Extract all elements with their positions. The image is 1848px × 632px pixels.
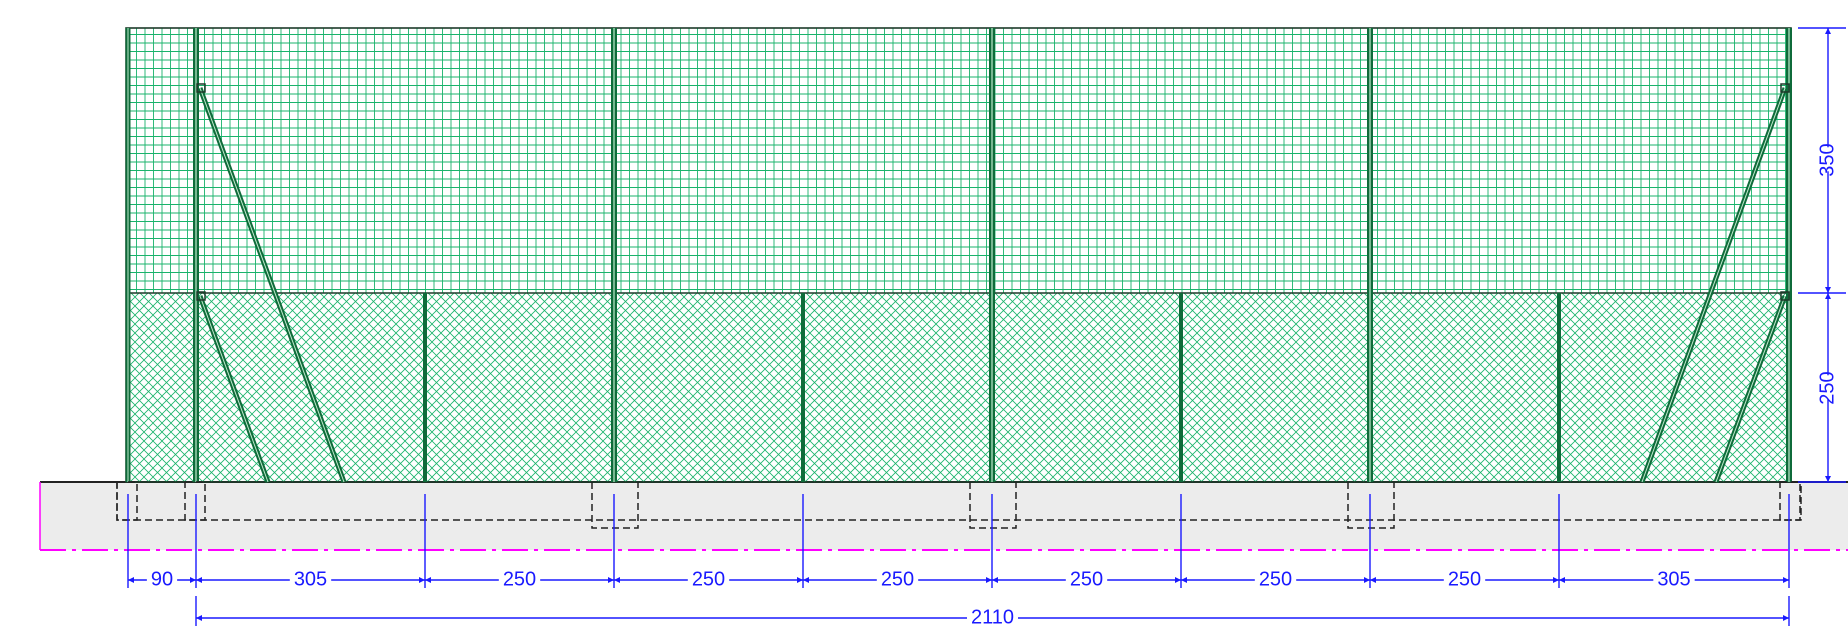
- dimension-label-total-bg: [966, 605, 1019, 630]
- brace-bracket: [196, 291, 206, 301]
- dimension-label: 250: [1448, 568, 1481, 590]
- brace-bracket: [1780, 291, 1790, 301]
- dimension-label: 90: [151, 568, 173, 590]
- dimension-label-vertical-bg: [1807, 375, 1848, 400]
- dimension-label-bg: [1443, 567, 1486, 592]
- ground-fill: [40, 482, 1848, 550]
- dimension-label-bg: [146, 567, 178, 592]
- dimension-label-total: 2110: [971, 606, 1014, 628]
- dimension-label: 250: [503, 568, 536, 590]
- lower-diamond-mesh: [126, 293, 1791, 482]
- footing-socket: [591, 482, 639, 529]
- footing-socket: [1347, 482, 1395, 529]
- dimension-label-bg: [1065, 567, 1108, 592]
- fence-mesh: [125, 27, 1792, 483]
- dimension-label-bg: [1653, 567, 1695, 592]
- brace-left-short-core: [199, 295, 269, 483]
- dimension-label-vertical: 350: [1816, 143, 1838, 176]
- dimension-labels: 90 305 250 250 250 250 250 250 305 2110 350 250: [146, 143, 1848, 630]
- dimension-label-bg: [1254, 567, 1297, 592]
- footings: [116, 481, 1802, 529]
- footing: [1779, 481, 1801, 521]
- footing-beam-outline: [116, 482, 1802, 521]
- dimension-label: 250: [1070, 568, 1103, 590]
- posts: [193, 28, 1792, 482]
- ground-strip: [39, 481, 1848, 551]
- brace-right-short-core: [1715, 295, 1786, 483]
- brace-bracket: [196, 83, 206, 93]
- dimension-label: 250: [692, 568, 725, 590]
- upper-square-mesh: [126, 28, 1791, 293]
- brace-right-long-core: [1641, 87, 1786, 483]
- footing: [184, 481, 206, 521]
- dimension-label-bg: [289, 567, 332, 592]
- dimension-label: 305: [294, 568, 327, 590]
- dimension-label-bg: [498, 567, 541, 592]
- dimension-label-vertical: 250: [1816, 371, 1838, 404]
- brace-bracket: [1780, 83, 1790, 93]
- footing-socket: [969, 482, 1017, 529]
- dimension-label-bg: [876, 567, 919, 592]
- brace-left-long-core: [199, 87, 345, 483]
- dimension-label-bg: [687, 567, 730, 592]
- dimension-label: 250: [881, 568, 914, 590]
- dimension-label: 305: [1657, 568, 1690, 590]
- footing: [116, 481, 138, 521]
- braces: [196, 83, 1790, 483]
- dimension-label-vertical-bg: [1807, 147, 1848, 172]
- dimension-label: 250: [1259, 568, 1292, 590]
